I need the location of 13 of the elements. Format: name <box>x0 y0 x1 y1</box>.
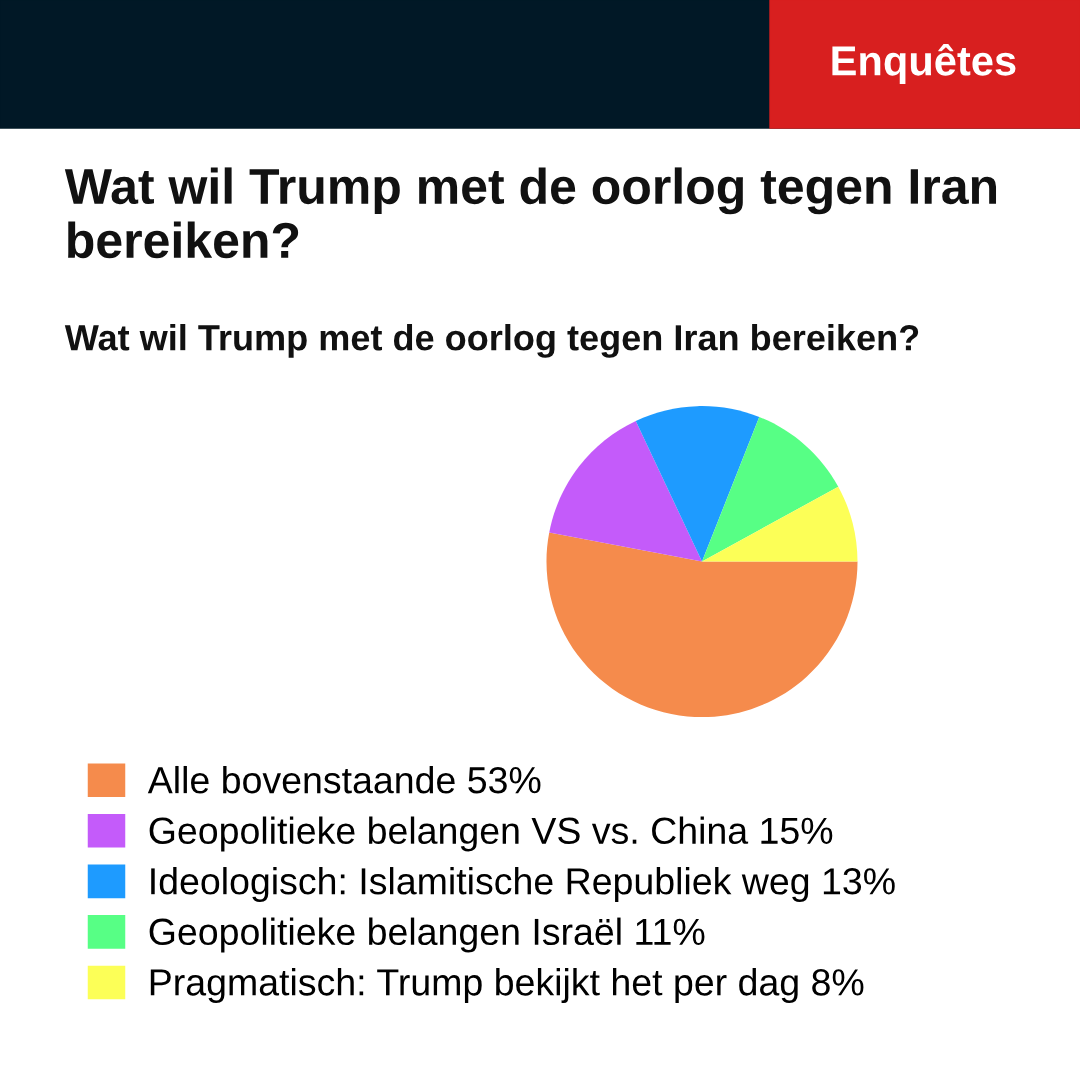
pie-slice <box>702 417 839 562</box>
legend-label: Geopolitieke belangen VS vs. China 15% <box>149 816 833 852</box>
legend-label: Alle bovenstaande 53% <box>147 765 541 794</box>
pie-slice <box>635 406 760 562</box>
legend-label: Pragmatisch: Trump bekijkt het per dag 8% <box>150 968 864 1004</box>
chart-subtitle: Wat wil Trump met de oorlog tegen Iran bereiken? <box>64 324 919 358</box>
legend-label: Ideologisch: Islamitische Republiek weg 13% <box>151 867 895 902</box>
pie-slice <box>546 532 858 718</box>
legend-label: Geopolitieke belangen Israël 11% <box>149 917 705 953</box>
pie-slice <box>549 420 702 562</box>
pie-slice <box>702 486 858 562</box>
chart-title: Wat wil Trump met de oorlog tegen Iran bereiken? <box>64 167 997 259</box>
text: Enquêtes <box>832 44 1016 84</box>
